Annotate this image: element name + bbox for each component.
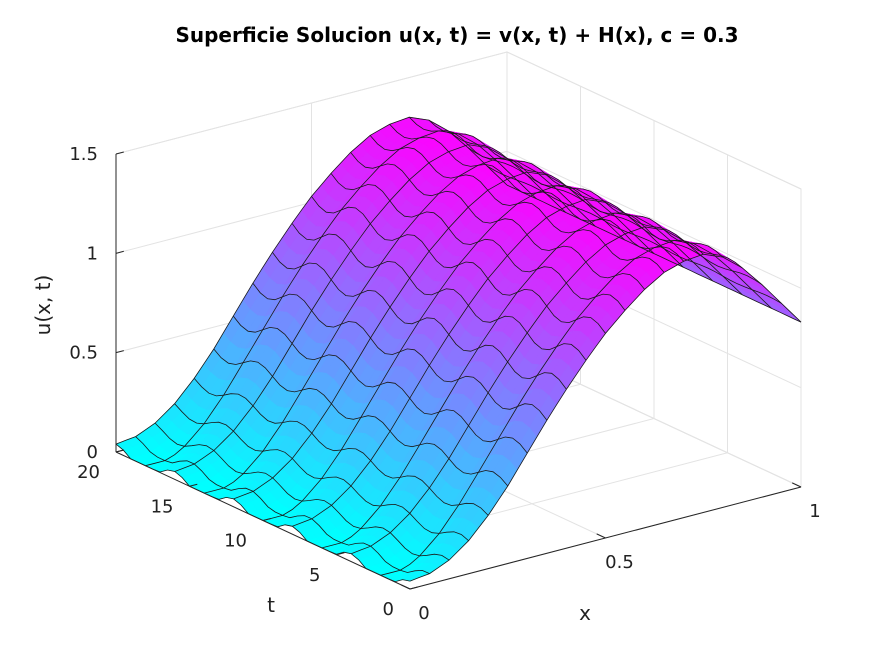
x-tick-mark	[596, 533, 606, 539]
mesh-line-t	[321, 212, 714, 549]
t-tick-label: 15	[151, 496, 174, 517]
chart-title: Superficie Solucion u(x, t) = v(x, t) + …	[175, 23, 738, 47]
z-tick-label: 1	[87, 243, 98, 264]
z-tick-label: 0	[87, 442, 98, 463]
t-tick-mark	[336, 552, 345, 556]
y-axis-label: t	[267, 593, 275, 617]
z-tick-mark	[115, 350, 124, 354]
mesh-line-t	[174, 144, 567, 472]
t-tick-mark	[409, 586, 418, 590]
z-tick-mark	[115, 449, 124, 453]
mesh-line-t	[145, 130, 537, 467]
z-tick-mark	[115, 250, 124, 254]
x-tick-label: 0	[418, 603, 429, 624]
mesh-line-t	[409, 253, 802, 582]
x-tick-label: 0.5	[605, 552, 634, 573]
t-tick-label: 5	[309, 565, 320, 586]
x-axis-label: x	[579, 601, 591, 625]
mesh-line-t	[233, 171, 625, 500]
t-tick-mark	[262, 517, 271, 521]
x-tick-mark	[400, 584, 411, 590]
z-tick-label: 1.5	[69, 144, 98, 165]
t-tick-label: 10	[224, 531, 247, 552]
x-tick-label: 1	[809, 501, 820, 522]
t-tick-label: 0	[383, 599, 394, 620]
mesh-line-t	[380, 240, 772, 576]
z-tick-label: 0.5	[69, 343, 98, 364]
mesh-line-t	[204, 157, 596, 494]
surface	[115, 116, 802, 583]
mesh-line-t	[351, 226, 743, 555]
z-tick-mark	[115, 151, 124, 155]
mesh-line-t	[115, 116, 508, 445]
mesh-line-t	[262, 185, 655, 521]
t-tick-mark	[189, 483, 198, 487]
z-axis-label: u(x, t)	[31, 275, 55, 336]
t-tick-label: 20	[77, 462, 100, 483]
x-tick-mark	[791, 482, 802, 488]
mesh-line-t	[292, 198, 684, 527]
